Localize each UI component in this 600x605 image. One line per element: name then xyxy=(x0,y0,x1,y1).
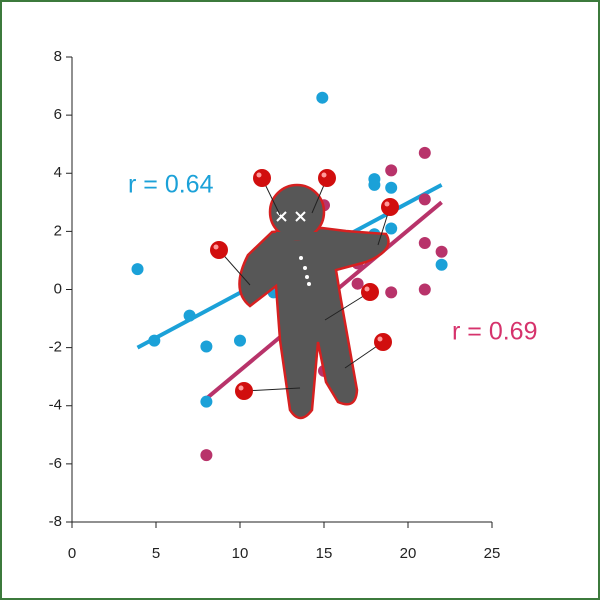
y-tick-label: 4 xyxy=(54,164,62,181)
scatter-point xyxy=(385,286,397,298)
scatter-point xyxy=(316,92,328,104)
y-tick-label: -6 xyxy=(49,455,62,472)
scatter-point xyxy=(148,335,160,347)
x-tick-label: 15 xyxy=(316,545,333,562)
scatter-point xyxy=(385,164,397,176)
scatter-point xyxy=(385,222,397,234)
y-tick-label: 0 xyxy=(54,280,62,297)
y-tick-label: -2 xyxy=(49,339,62,356)
scatter-point xyxy=(184,310,196,322)
annotation: r = 0.69 xyxy=(452,318,537,346)
y-tick-label: 8 xyxy=(54,48,62,65)
scatter-point xyxy=(200,340,212,352)
scatter-point xyxy=(436,246,448,258)
x-tick-label: 10 xyxy=(232,545,249,562)
x-tick-label: 5 xyxy=(152,545,160,562)
x-tick-label: 20 xyxy=(400,545,417,562)
scatter-point xyxy=(200,449,212,461)
y-tick-label: -8 xyxy=(49,513,62,530)
scatter-point xyxy=(436,259,448,271)
chart: -8 -6 -4 -2 0 2 4 6 8 0 5 10 15 20 25 xyxy=(0,0,600,600)
scatter-point xyxy=(132,263,144,275)
scatter-point xyxy=(419,193,431,205)
doll-neck xyxy=(276,232,320,240)
scatter-point xyxy=(200,396,212,408)
x-tick-label: 0 xyxy=(68,545,76,562)
annotation: r = 0.64 xyxy=(128,171,214,199)
scatter-point xyxy=(234,335,246,347)
scatter-point xyxy=(352,278,364,290)
scatter-point xyxy=(419,284,431,296)
scatter-point xyxy=(368,179,380,191)
x-tick-label: 25 xyxy=(484,545,501,562)
y-tick-label: 2 xyxy=(54,222,62,239)
scatter-point xyxy=(419,237,431,249)
y-tick-label: -4 xyxy=(49,397,62,414)
scatter-point xyxy=(419,147,431,159)
y-tick-label: 6 xyxy=(54,106,62,123)
scatter-point xyxy=(385,182,397,194)
